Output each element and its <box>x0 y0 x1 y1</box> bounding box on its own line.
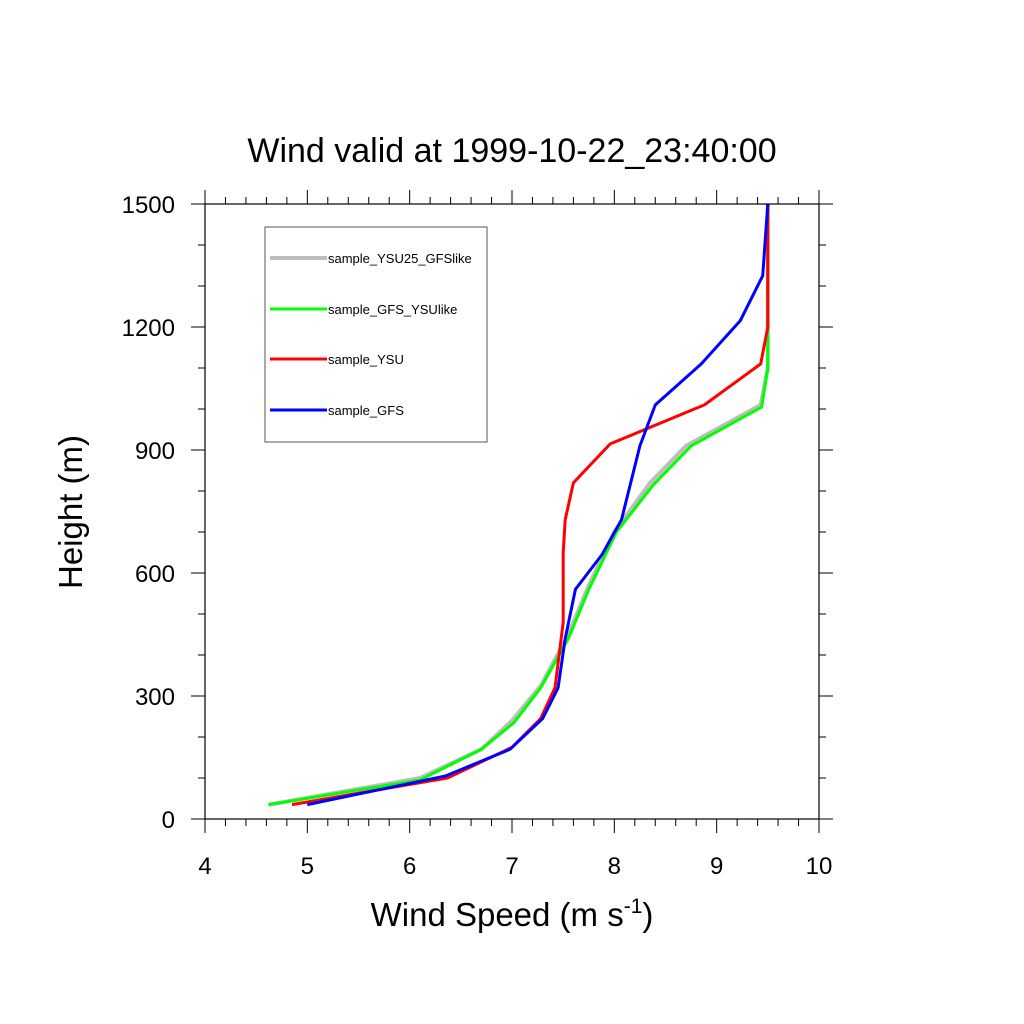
series-line-sample_GFS <box>306 203 770 807</box>
y-tick-label: 0 <box>162 807 175 834</box>
y-tick-label: 600 <box>135 561 175 588</box>
x-tick-label: 6 <box>403 853 416 880</box>
x-tick-label: 7 <box>505 853 518 880</box>
chart-title: Wind valid at 1999-10-22_23:40:00 <box>247 132 776 170</box>
x-tick-label: 10 <box>806 853 833 880</box>
legend: sample_YSU25_GFSlike sample_GFS_YSUlikesa… <box>264 226 488 443</box>
legend-label: sample_YSU25_GFSlike <box>328 251 472 266</box>
series-line-sample_GFS_YSUlike <box>268 204 770 807</box>
x-tick-label: 5 <box>301 853 314 880</box>
axis-ticks <box>191 190 833 833</box>
x-tick-labels: 4 5 6 7 8 9 10 <box>198 853 832 880</box>
x-tick-label: 8 <box>608 853 621 880</box>
plot-frame <box>204 203 820 820</box>
legend-label: sample_GFS_YSUlike <box>328 302 457 317</box>
y-tick-labels: 0 300 600 900 1200 1500 <box>122 192 175 834</box>
y-tick-label: 1200 <box>122 315 175 342</box>
y-tick-label: 300 <box>135 684 175 711</box>
x-tick-label: 9 <box>710 853 723 880</box>
x-tick-label: 4 <box>198 853 211 880</box>
y-axis-label: Height (m) <box>52 435 89 589</box>
y-tick-label: 900 <box>135 438 175 465</box>
x-axis-label: Wind Speed (m s-1) <box>371 895 654 933</box>
series-lines <box>268 203 770 807</box>
y-tick-label: 1500 <box>122 192 175 219</box>
legend-label: sample_YSU <box>328 352 404 367</box>
legend-label: sample_GFS <box>328 403 404 418</box>
legend-box <box>264 226 488 443</box>
